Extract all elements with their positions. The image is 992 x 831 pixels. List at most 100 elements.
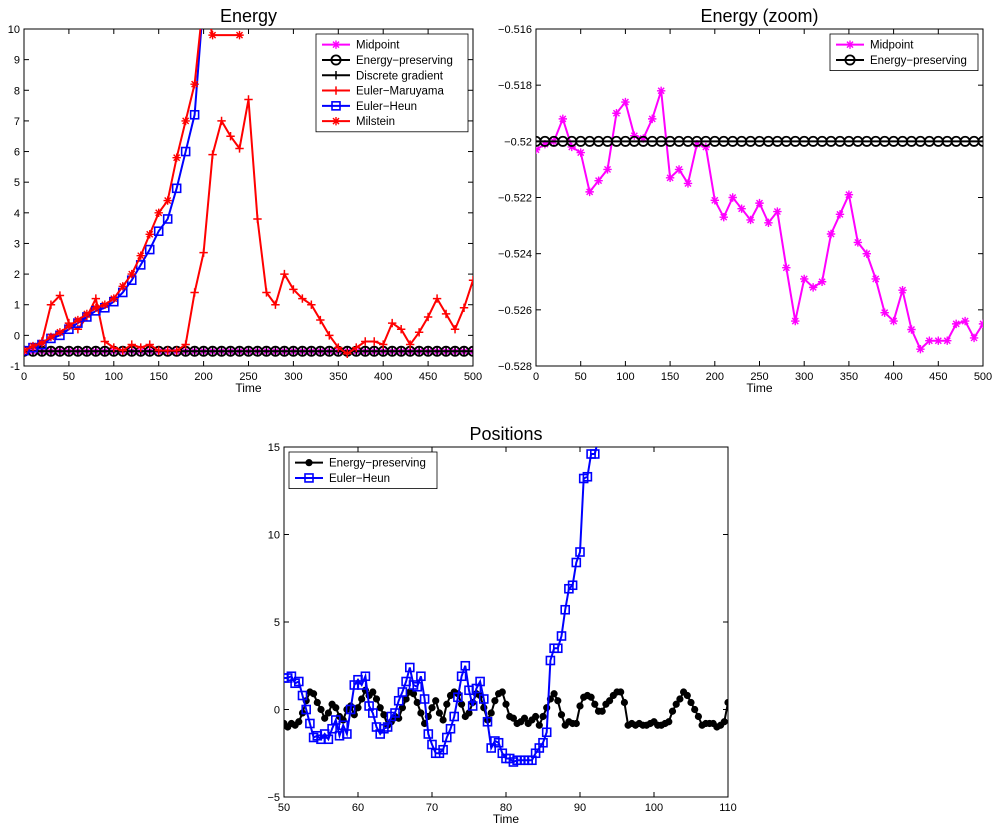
data-point-euler-maruyama — [468, 276, 473, 285]
legend-box — [829, 33, 979, 71]
data-point-euler-maruyama — [262, 288, 271, 297]
data-point-euler-heun — [305, 718, 315, 729]
data-point-euler-heun — [445, 723, 456, 734]
data-point-energy-preserving — [550, 690, 558, 698]
data-point-euler-heun — [438, 744, 448, 755]
x-tick-label: 100 — [105, 371, 123, 383]
data-point-energy-preserving — [376, 704, 384, 712]
data-point-euler-heun — [571, 557, 582, 568]
legend-label-discrete-gradient: Discrete gradient — [356, 70, 444, 82]
data-point-energy-preserving — [435, 709, 443, 717]
data-point-euler-heun — [460, 660, 471, 671]
data-point-euler-heun — [330, 715, 341, 725]
x-tick-label: 50 — [575, 371, 587, 383]
data-point-euler-maruyama — [145, 340, 154, 349]
data-point-midpoint — [782, 263, 791, 272]
series-line-euler-heun — [284, 447, 598, 764]
data-point-milstein — [181, 116, 190, 126]
data-point-discrete-gradient — [208, 347, 217, 356]
data-point-euler-maruyama — [190, 288, 199, 297]
legend-label-euler-maruyama: Euler−Maruyama — [356, 86, 444, 98]
data-point-midpoint — [755, 198, 764, 208]
y-tick-label: −0.524 — [498, 249, 532, 261]
data-point-discrete-gradient — [271, 347, 280, 356]
data-point-discrete-gradient — [316, 347, 325, 356]
data-point-energy-preserving — [358, 695, 366, 703]
data-point-midpoint — [951, 319, 961, 329]
series-layer — [24, 29, 473, 358]
x-tick-label: 300 — [795, 371, 813, 383]
data-point-midpoint — [701, 142, 711, 152]
x-tick-label: 80 — [500, 802, 512, 814]
y-tick-label: 6 — [14, 147, 20, 159]
data-point-euler-maruyama — [298, 294, 307, 303]
data-point-euler-heun — [404, 662, 415, 673]
data-point-milstein — [127, 269, 136, 279]
data-point-milstein — [28, 341, 38, 351]
data-point-energy-preserving — [668, 707, 677, 715]
data-point-energy-preserving — [417, 709, 425, 717]
data-point-energy-preserving — [354, 704, 362, 712]
data-point-euler-maruyama — [459, 303, 469, 312]
data-point-euler-heun — [390, 708, 400, 718]
x-tick-label: 250 — [239, 371, 257, 383]
data-point-energy-preserving — [509, 714, 518, 722]
data-point-euler-heun — [162, 214, 173, 224]
data-point-euler-maruyama — [109, 343, 118, 352]
series-layer — [284, 447, 728, 767]
data-point-euler-heun — [345, 704, 356, 715]
legend-label-euler-heun: Euler−Heun — [356, 101, 417, 113]
data-point-euler-maruyama — [280, 269, 289, 279]
data-point-euler-maruyama — [172, 346, 181, 355]
data-point-euler-maruyama — [208, 150, 217, 159]
data-point-milstein — [145, 230, 154, 239]
data-point-energy-preserving — [491, 697, 499, 705]
x-tick-label: 350 — [840, 371, 858, 383]
data-point-milstein — [118, 282, 127, 291]
data-point-milstein — [64, 321, 74, 331]
data-point-euler-heun — [189, 109, 200, 120]
data-point-euler-maruyama — [414, 328, 424, 337]
data-point-euler-maruyama — [423, 312, 433, 322]
x-tick-label: 60 — [352, 802, 364, 814]
x-axis-label: Time — [746, 381, 773, 395]
data-point-milstein — [91, 303, 101, 312]
data-point-milstein — [190, 79, 199, 89]
data-point-euler-heun — [493, 737, 504, 748]
data-point-euler-maruyama — [289, 285, 298, 294]
data-point-euler-heun — [342, 729, 352, 739]
data-point-euler-maruyama — [100, 337, 110, 346]
legend: Midpoint Energy−preserving Discrete gradie… — [315, 33, 469, 133]
data-point-energy-preserving — [539, 712, 547, 721]
data-point-euler-heun — [589, 449, 600, 459]
y-tick-label: 0 — [274, 705, 280, 717]
data-point-milstein — [136, 251, 145, 260]
y-tick-label: -1 — [10, 361, 20, 373]
data-point-energy-preserving — [724, 698, 728, 707]
data-point-euler-heun — [545, 655, 556, 666]
chart-title: Energy — [220, 6, 277, 26]
energy-zoom-chart: 0 50 100 150 200 250 300 350 400 450 500 −0.528 −0.5… — [498, 6, 992, 395]
data-point-energy-preserving — [605, 697, 614, 705]
data-point-euler-heun — [412, 681, 423, 692]
y-tick-label: 15 — [268, 442, 280, 454]
data-point-discrete-gradient — [100, 347, 110, 356]
data-point-discrete-gradient — [244, 347, 253, 356]
data-point-midpoint — [808, 283, 818, 292]
y-tick-label: 0 — [14, 330, 20, 342]
legend-label-energy-preserving: Energy−preserving — [356, 55, 453, 67]
data-point-energy-preserving — [313, 698, 321, 707]
data-point-midpoint — [746, 215, 755, 225]
data-point-midpoint — [737, 204, 746, 213]
data-point-discrete-gradient — [55, 347, 65, 356]
data-point-euler-maruyama — [199, 248, 208, 257]
data-point-discrete-gradient — [307, 347, 316, 356]
chart-title: Positions — [469, 424, 542, 444]
data-point-energy-preserving — [535, 721, 543, 729]
data-point-discrete-gradient — [423, 347, 433, 356]
data-point-energy-preserving — [691, 705, 699, 714]
legend-label-midpoint: Midpoint — [870, 40, 914, 52]
data-point-euler-maruyama — [154, 346, 163, 355]
data-point-midpoint — [665, 173, 675, 183]
data-point-euler-maruyama — [325, 331, 334, 340]
